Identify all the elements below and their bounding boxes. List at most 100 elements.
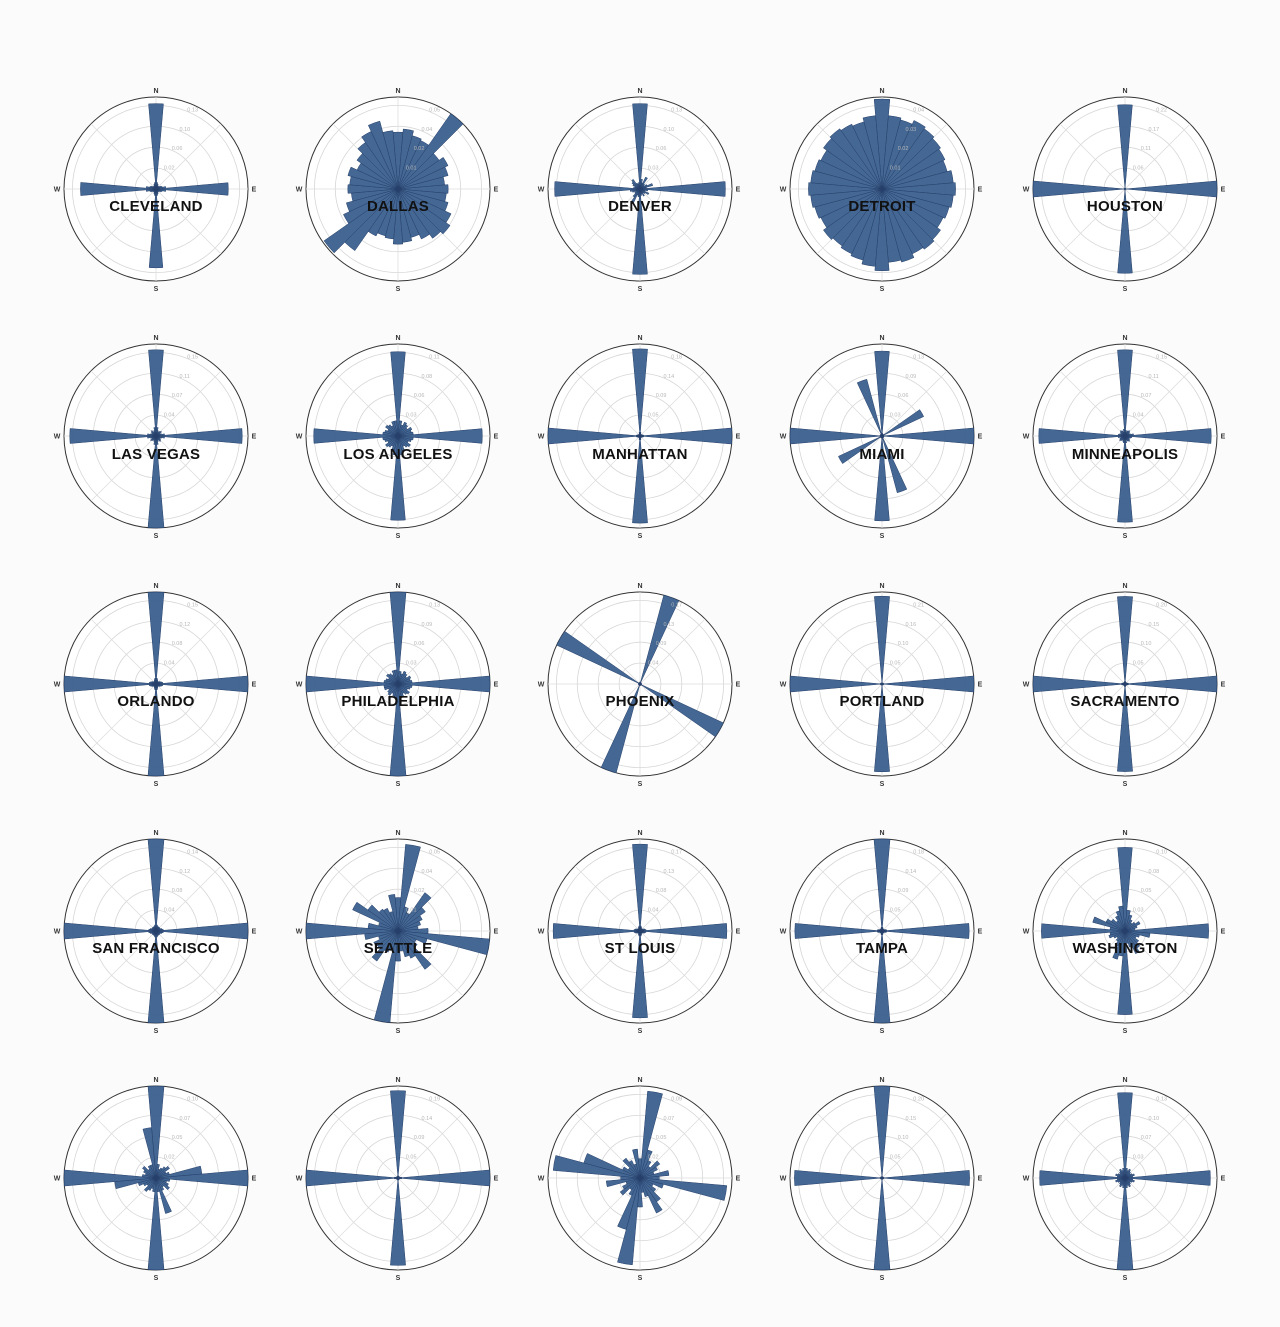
direction-label: N (1122, 583, 1127, 590)
grid-spoke (1059, 123, 1126, 190)
radial-tick-label: 0.02 (414, 888, 425, 894)
polar-chart: 0.04 0.07 0.11 0.15 N E S W (1023, 335, 1226, 540)
direction-label: W (54, 434, 61, 441)
direction-label: W (296, 1176, 303, 1183)
chart-panel: DENVER 0.05 0.09 0.14 0.18 N E S W (520, 198, 760, 556)
radial-tick-label: 0.06 (1133, 166, 1144, 172)
histogram-bar (881, 427, 975, 445)
histogram-bar (639, 1160, 661, 1179)
grid-spoke (397, 683, 464, 750)
histogram-bar (393, 420, 399, 437)
direction-label: W (1023, 434, 1030, 441)
radial-tick-label: 0.01 (406, 166, 417, 172)
grid-spoke (90, 683, 157, 750)
direction-label: N (395, 583, 400, 590)
grid-spoke (639, 930, 706, 997)
radial-tick-label: 0.14 (906, 869, 917, 875)
histogram-bar (397, 435, 409, 448)
chart-title: MINNEAPOLIS (1071, 446, 1179, 463)
direction-label: N (637, 583, 642, 590)
radial-tick-label: 0.07 (1141, 393, 1152, 399)
histogram-bar (628, 1160, 641, 1179)
radial-tick-label: 0.10 (1156, 850, 1167, 856)
direction-label: N (395, 830, 400, 837)
direction-label: W (780, 682, 787, 689)
grid-spoke (155, 435, 222, 502)
grid-spoke (332, 1177, 399, 1244)
chart-panel: PORTLAND 0.05 0.09 0.14 0.18 N E S W (762, 693, 1002, 1051)
grid-spoke (332, 618, 399, 685)
grid-spoke (574, 683, 641, 750)
histogram-bar (1124, 1177, 1131, 1188)
histogram-bar (148, 349, 164, 437)
direction-label: N (153, 583, 158, 590)
histogram-bar (552, 923, 641, 939)
direction-label: N (395, 335, 400, 342)
grid-spoke (1059, 1177, 1126, 1244)
histogram-bar (639, 427, 733, 445)
direction-label: E (1221, 1176, 1226, 1183)
direction-label: E (736, 187, 741, 194)
grid-spoke (881, 618, 948, 685)
radial-tick-label: 0.13 (1156, 1097, 1167, 1103)
chart-panel: MINNEAPOLIS 0.05 0.10 0.15 0.20 N E S W (1005, 446, 1245, 804)
histogram-bar (639, 181, 726, 197)
grid-spoke (397, 1177, 464, 1244)
chart-title: PHILADELPHIA (341, 693, 455, 710)
histogram-bar (147, 683, 165, 777)
polar-chart: 0.01 0.02 0.04 0.05 N E S W (296, 830, 499, 1035)
direction-label: S (1123, 1028, 1128, 1035)
chart-title: TAMPA (855, 940, 909, 957)
radial-tick-label: 0.04 (164, 661, 175, 667)
grid-spoke (1124, 370, 1191, 437)
grid-spoke (816, 1112, 883, 1179)
direction-label: S (638, 1028, 643, 1035)
histogram-bar (397, 435, 411, 448)
grid-spoke (1124, 435, 1191, 502)
direction-label: E (252, 434, 257, 441)
histogram-bar (305, 922, 399, 940)
histogram-bar (600, 683, 641, 774)
histogram-bar (397, 683, 410, 695)
direction-label: W (296, 682, 303, 689)
chart-panel: HOUSTON 0.04 0.07 0.11 0.15 N E S W (1005, 198, 1245, 556)
direction-label: E (494, 682, 499, 689)
histogram-bar (389, 683, 407, 777)
polar-chart: 0.03 0.06 0.08 0.11 N E S W (296, 335, 499, 540)
histogram-bar (1124, 923, 1209, 939)
radial-tick-label: 0.01 (406, 908, 417, 914)
radial-tick-label: 0.11 (429, 355, 439, 361)
direction-label: E (494, 929, 499, 936)
radial-tick-label: 0.05 (406, 1155, 417, 1161)
radial-tick-label: 0.11 (1149, 374, 1159, 380)
grid-spoke (881, 435, 948, 502)
histogram-bar (390, 1090, 406, 1179)
radial-tick-label: 0.03 (890, 413, 901, 419)
radial-tick-label: 0.03 (906, 127, 917, 133)
direction-label: S (880, 1028, 885, 1035)
chart-panel: SAN FRANCISCO 0.02 0.05 0.07 0.10 N E S W (36, 940, 276, 1298)
direction-label: E (978, 929, 983, 936)
histogram-bar (388, 894, 399, 932)
histogram-bar (1038, 428, 1126, 444)
direction-label: N (153, 335, 158, 342)
radial-tick-label: 0.05 (172, 1135, 183, 1141)
direction-label: S (154, 1028, 159, 1035)
polar-chart: 0.02 0.05 0.07 0.09 N E S W (538, 1077, 741, 1282)
radial-tick-label: 0.04 (1133, 413, 1144, 419)
histogram-bar (632, 1148, 641, 1179)
direction-label: W (1023, 1176, 1030, 1183)
chart-panel: ORLANDO 0.04 0.08 0.12 0.14 N E S W (36, 693, 276, 1051)
histogram-bar (1122, 428, 1126, 437)
grid-spoke (90, 865, 157, 932)
histogram-bar (794, 923, 883, 939)
histogram-bar (397, 424, 409, 437)
grid-spoke (574, 435, 641, 502)
histogram-bar (371, 930, 399, 962)
radial-tick-label: 0.13 (187, 108, 198, 114)
histogram-bar (155, 922, 249, 940)
radial-tick-label: 0.06 (656, 146, 667, 152)
grid-spoke (816, 930, 883, 997)
direction-label: E (252, 929, 257, 936)
histogram-bar (397, 920, 421, 932)
